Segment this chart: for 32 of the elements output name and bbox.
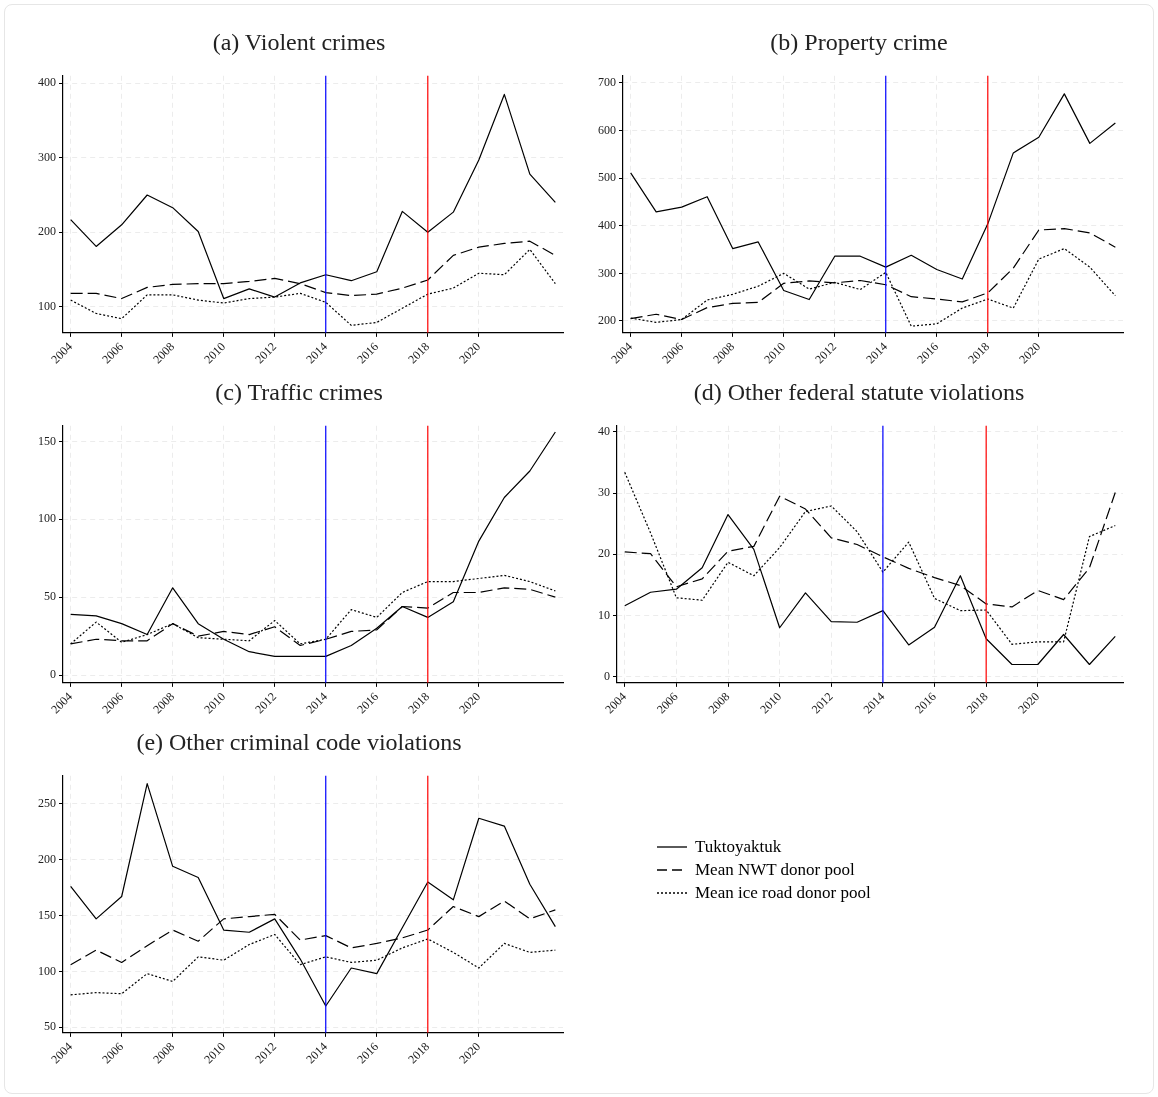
y-tick-label: 400 — [38, 75, 56, 90]
y-tick-label: 150 — [38, 433, 56, 448]
chart-title: (b) Property crime — [770, 28, 948, 55]
chart-title: (d) Other federal statute violations — [693, 378, 1025, 405]
y-tick-label: 200 — [38, 224, 56, 239]
legend-label: Mean ice road donor pool — [695, 882, 871, 903]
legend-label: Mean NWT donor pool — [695, 859, 855, 880]
y-tick-label: 20 — [598, 546, 610, 561]
y-tick-label: 300 — [598, 265, 616, 280]
y-tick-label: 30 — [598, 485, 610, 500]
y-tick-label: 0 — [50, 667, 56, 682]
y-tick-label: 0 — [604, 668, 610, 683]
y-tick-label: 500 — [598, 170, 616, 185]
chart-title: (c) Traffic crimes — [215, 378, 383, 405]
y-tick-label: 300 — [38, 149, 56, 164]
chart-title: (e) Other criminal code violations — [136, 728, 462, 755]
y-tick-label: 400 — [598, 217, 616, 232]
y-tick-label: 40 — [598, 424, 610, 439]
y-tick-label: 200 — [38, 851, 56, 866]
y-tick-label: 50 — [44, 589, 56, 604]
y-tick-label: 100 — [38, 963, 56, 978]
y-tick-label: 150 — [38, 907, 56, 922]
y-tick-label: 100 — [38, 511, 56, 526]
y-tick-label: 200 — [598, 313, 616, 328]
y-tick-label: 600 — [598, 122, 616, 137]
y-tick-label: 100 — [38, 298, 56, 313]
legend-label: Tuktoyaktuk — [695, 836, 782, 857]
y-tick-label: 250 — [38, 795, 56, 810]
y-tick-label: 700 — [598, 75, 616, 90]
y-tick-label: 50 — [44, 1019, 56, 1034]
chart-title: (a) Violent crimes — [212, 28, 386, 55]
y-tick-label: 10 — [598, 607, 610, 622]
